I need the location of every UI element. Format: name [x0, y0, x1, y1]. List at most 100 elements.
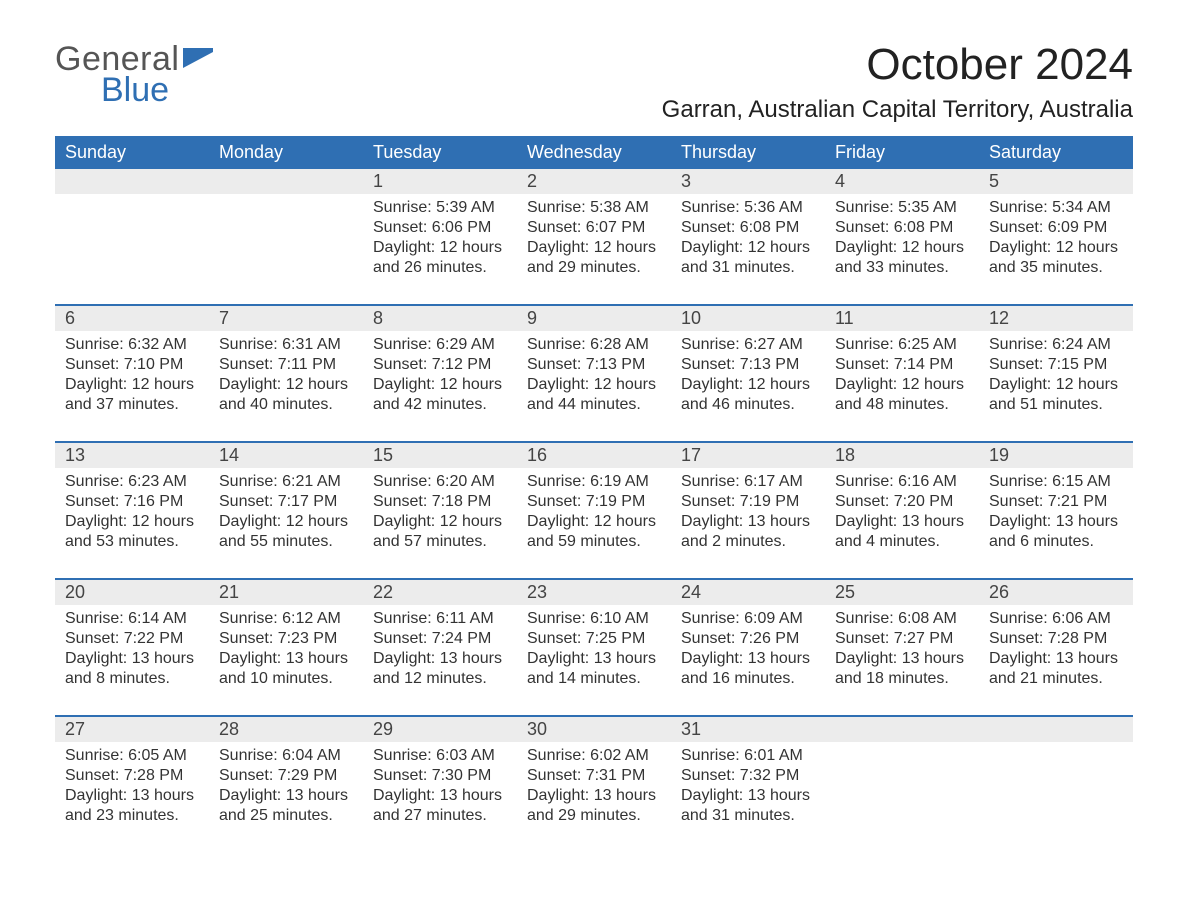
day-number: 2 [517, 169, 671, 194]
daylight-text: Daylight: 13 hours and 12 minutes. [373, 649, 507, 689]
header: General Blue October 2024 Garran, Austra… [55, 40, 1133, 136]
sunrise-text: Sunrise: 6:25 AM [835, 335, 969, 355]
sunrise-text: Sunrise: 6:32 AM [65, 335, 199, 355]
day-number: 24 [671, 580, 825, 605]
sunrise-text: Sunrise: 6:24 AM [989, 335, 1123, 355]
day-detail: Sunrise: 6:03 AMSunset: 7:30 PMDaylight:… [363, 742, 517, 852]
daylight-text: Daylight: 13 hours and 8 minutes. [65, 649, 199, 689]
sunrise-text: Sunrise: 6:11 AM [373, 609, 507, 629]
day-detail: Sunrise: 5:35 AMSunset: 6:08 PMDaylight:… [825, 194, 979, 304]
weekday-header-row: Sunday Monday Tuesday Wednesday Thursday… [55, 136, 1133, 169]
day-detail: Sunrise: 6:04 AMSunset: 7:29 PMDaylight:… [209, 742, 363, 852]
sunrise-text: Sunrise: 6:16 AM [835, 472, 969, 492]
day-detail: Sunrise: 6:20 AMSunset: 7:18 PMDaylight:… [363, 468, 517, 578]
day-detail [825, 742, 979, 852]
day-number: 20 [55, 580, 209, 605]
sunrise-text: Sunrise: 5:39 AM [373, 198, 507, 218]
day-detail: Sunrise: 6:09 AMSunset: 7:26 PMDaylight:… [671, 605, 825, 715]
sunrise-text: Sunrise: 6:08 AM [835, 609, 969, 629]
sunset-text: Sunset: 7:16 PM [65, 492, 199, 512]
sunset-text: Sunset: 7:23 PM [219, 629, 353, 649]
sunrise-text: Sunrise: 6:04 AM [219, 746, 353, 766]
daylight-text: Daylight: 13 hours and 14 minutes. [527, 649, 661, 689]
sunset-text: Sunset: 7:31 PM [527, 766, 661, 786]
daylight-text: Daylight: 12 hours and 55 minutes. [219, 512, 353, 552]
day-detail: Sunrise: 6:16 AMSunset: 7:20 PMDaylight:… [825, 468, 979, 578]
sunset-text: Sunset: 7:11 PM [219, 355, 353, 375]
sunset-text: Sunset: 7:32 PM [681, 766, 815, 786]
day-detail: Sunrise: 6:14 AMSunset: 7:22 PMDaylight:… [55, 605, 209, 715]
weekday-header: Monday [209, 136, 363, 169]
day-detail [979, 742, 1133, 852]
sunrise-text: Sunrise: 5:34 AM [989, 198, 1123, 218]
day-number: 10 [671, 306, 825, 331]
day-number: 5 [979, 169, 1133, 194]
day-number: 4 [825, 169, 979, 194]
location-subtitle: Garran, Australian Capital Territory, Au… [662, 96, 1133, 124]
sunrise-text: Sunrise: 6:14 AM [65, 609, 199, 629]
day-detail-row: Sunrise: 5:39 AMSunset: 6:06 PM Daylight:… [55, 194, 1133, 304]
sunset-text: Sunset: 7:17 PM [219, 492, 353, 512]
sunset-text: Sunset: 7:20 PM [835, 492, 969, 512]
sunset-text: Sunset: 7:29 PM [219, 766, 353, 786]
day-detail: Sunrise: 6:08 AMSunset: 7:27 PMDaylight:… [825, 605, 979, 715]
day-number: 8 [363, 306, 517, 331]
sunset-text: Sunset: 6:08 PM [681, 218, 815, 238]
weekday-header: Sunday [55, 136, 209, 169]
day-detail: Sunrise: 6:25 AMSunset: 7:14 PMDaylight:… [825, 331, 979, 441]
sunset-text: Sunset: 7:26 PM [681, 629, 815, 649]
daylight-text: Daylight: 12 hours and 44 minutes. [527, 375, 661, 415]
day-number: 22 [363, 580, 517, 605]
daylight-text: Daylight: 13 hours and 27 minutes. [373, 786, 507, 826]
daylight-text: Daylight: 13 hours and 18 minutes. [835, 649, 969, 689]
logo-text-blue: Blue [101, 71, 213, 110]
sunrise-text: Sunrise: 6:20 AM [373, 472, 507, 492]
day-number: 13 [55, 443, 209, 468]
day-detail-row: Sunrise: 6:14 AMSunset: 7:22 PMDaylight:… [55, 605, 1133, 715]
sunrise-text: Sunrise: 6:15 AM [989, 472, 1123, 492]
day-number: 18 [825, 443, 979, 468]
daylight-text: Daylight: 12 hours and 46 minutes. [681, 375, 815, 415]
weekday-header: Tuesday [363, 136, 517, 169]
weekday-header: Friday [825, 136, 979, 169]
day-number: 7 [209, 306, 363, 331]
day-number-row: 2728293031 [55, 715, 1133, 742]
day-detail: Sunrise: 6:11 AMSunset: 7:24 PMDaylight:… [363, 605, 517, 715]
sunset-text: Sunset: 7:19 PM [681, 492, 815, 512]
sunrise-text: Sunrise: 5:38 AM [527, 198, 661, 218]
sunset-text: Sunset: 7:28 PM [65, 766, 199, 786]
sunrise-text: Sunrise: 6:17 AM [681, 472, 815, 492]
day-number: 3 [671, 169, 825, 194]
sunset-text: Sunset: 7:13 PM [681, 355, 815, 375]
daylight-text: Daylight: 12 hours and 48 minutes. [835, 375, 969, 415]
day-detail: Sunrise: 6:02 AMSunset: 7:31 PMDaylight:… [517, 742, 671, 852]
sunset-text: Sunset: 6:06 PM [373, 218, 507, 238]
sunrise-text: Sunrise: 6:10 AM [527, 609, 661, 629]
day-detail: Sunrise: 5:39 AMSunset: 6:06 PMDaylight:… [363, 194, 517, 304]
day-number: 17 [671, 443, 825, 468]
daylight-text: Daylight: 12 hours and 42 minutes. [373, 375, 507, 415]
day-detail: Sunrise: 6:05 AMSunset: 7:28 PMDaylight:… [55, 742, 209, 852]
daylight-text: Daylight: 13 hours and 10 minutes. [219, 649, 353, 689]
day-detail [209, 194, 363, 304]
daylight-text: Daylight: 13 hours and 31 minutes. [681, 786, 815, 826]
day-number: 19 [979, 443, 1133, 468]
sunrise-text: Sunrise: 5:35 AM [835, 198, 969, 218]
day-detail: Sunrise: 6:15 AMSunset: 7:21 PMDaylight:… [979, 468, 1133, 578]
day-number: 28 [209, 717, 363, 742]
sunset-text: Sunset: 7:27 PM [835, 629, 969, 649]
sunset-text: Sunset: 7:30 PM [373, 766, 507, 786]
day-detail [55, 194, 209, 304]
day-number: 27 [55, 717, 209, 742]
day-detail: Sunrise: 6:28 AMSunset: 7:13 PMDaylight:… [517, 331, 671, 441]
weekday-header: Saturday [979, 136, 1133, 169]
daylight-text: Daylight: 12 hours and 31 minutes. [681, 238, 815, 278]
sunrise-text: Sunrise: 6:05 AM [65, 746, 199, 766]
day-number [825, 717, 979, 742]
daylight-text: Daylight: 13 hours and 21 minutes. [989, 649, 1123, 689]
day-detail-row: Sunrise: 6:23 AMSunset: 7:16 PMDaylight:… [55, 468, 1133, 578]
day-detail: Sunrise: 6:23 AMSunset: 7:16 PMDaylight:… [55, 468, 209, 578]
day-number [979, 717, 1133, 742]
day-detail: Sunrise: 6:06 AMSunset: 7:28 PMDaylight:… [979, 605, 1133, 715]
sunrise-text: Sunrise: 6:09 AM [681, 609, 815, 629]
